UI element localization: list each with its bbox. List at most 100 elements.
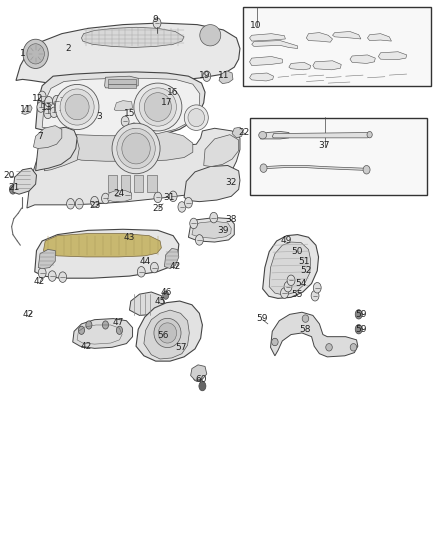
Text: 51: 51 — [298, 257, 310, 265]
Ellipse shape — [193, 369, 201, 381]
Polygon shape — [134, 175, 144, 192]
Ellipse shape — [102, 321, 109, 329]
Polygon shape — [108, 190, 132, 201]
Text: 44: 44 — [139, 257, 150, 265]
Text: 47: 47 — [113, 318, 124, 327]
Text: 52: 52 — [300, 266, 312, 275]
Ellipse shape — [302, 315, 309, 322]
Ellipse shape — [350, 344, 357, 351]
Text: 12: 12 — [32, 94, 43, 103]
Ellipse shape — [355, 325, 362, 334]
Polygon shape — [108, 175, 117, 192]
Polygon shape — [35, 229, 179, 278]
Polygon shape — [252, 41, 297, 49]
Polygon shape — [27, 128, 240, 208]
Ellipse shape — [117, 326, 123, 334]
Polygon shape — [250, 34, 286, 41]
Text: 23: 23 — [89, 201, 100, 210]
Text: 16: 16 — [167, 87, 179, 96]
Polygon shape — [232, 127, 243, 138]
Polygon shape — [192, 221, 231, 238]
Polygon shape — [144, 310, 189, 359]
Text: 38: 38 — [226, 215, 237, 224]
Ellipse shape — [272, 338, 278, 345]
Bar — [108, 79, 136, 84]
Text: 42: 42 — [33, 277, 45, 286]
Ellipse shape — [37, 102, 45, 112]
Text: 3: 3 — [96, 112, 102, 121]
Polygon shape — [147, 175, 156, 192]
Text: 17: 17 — [161, 98, 173, 107]
Polygon shape — [121, 175, 131, 192]
Polygon shape — [271, 312, 358, 357]
Ellipse shape — [367, 132, 372, 138]
Polygon shape — [73, 319, 133, 349]
Ellipse shape — [190, 218, 198, 229]
Bar — [243, 7, 431, 86]
Ellipse shape — [59, 92, 67, 103]
Ellipse shape — [210, 212, 218, 223]
Text: 10: 10 — [251, 21, 262, 30]
Ellipse shape — [154, 192, 162, 203]
Ellipse shape — [130, 123, 138, 134]
Text: 37: 37 — [318, 141, 329, 150]
Ellipse shape — [121, 116, 129, 127]
Polygon shape — [289, 62, 311, 70]
Text: 57: 57 — [175, 343, 186, 352]
Polygon shape — [272, 133, 371, 138]
Polygon shape — [35, 72, 205, 139]
Polygon shape — [38, 249, 55, 269]
Ellipse shape — [102, 193, 110, 204]
Text: 49: 49 — [281, 237, 292, 246]
Ellipse shape — [363, 165, 370, 174]
Ellipse shape — [260, 164, 267, 172]
Text: 20: 20 — [4, 171, 15, 180]
Ellipse shape — [272, 338, 278, 346]
Ellipse shape — [281, 288, 288, 298]
Ellipse shape — [138, 266, 145, 277]
Ellipse shape — [91, 196, 99, 207]
Polygon shape — [263, 165, 367, 172]
Text: 7: 7 — [37, 132, 43, 141]
Text: 42: 42 — [170, 262, 181, 271]
Ellipse shape — [38, 268, 46, 278]
Polygon shape — [261, 132, 290, 139]
Text: 54: 54 — [295, 279, 307, 288]
Polygon shape — [33, 126, 62, 149]
Polygon shape — [136, 301, 202, 361]
Polygon shape — [269, 242, 311, 295]
Ellipse shape — [162, 291, 169, 300]
Bar — [108, 84, 136, 88]
Polygon shape — [378, 52, 407, 60]
Ellipse shape — [48, 271, 56, 281]
Text: 56: 56 — [157, 331, 169, 340]
Polygon shape — [184, 165, 240, 201]
Ellipse shape — [67, 198, 74, 209]
Ellipse shape — [311, 290, 319, 301]
Ellipse shape — [134, 83, 182, 131]
Ellipse shape — [166, 87, 174, 98]
Ellipse shape — [153, 18, 161, 28]
Ellipse shape — [203, 71, 211, 82]
Ellipse shape — [45, 96, 53, 107]
Text: 25: 25 — [152, 204, 163, 213]
Ellipse shape — [154, 318, 181, 348]
Polygon shape — [35, 127, 77, 171]
Ellipse shape — [178, 201, 186, 212]
Ellipse shape — [65, 94, 89, 120]
Text: 11: 11 — [20, 105, 32, 114]
Ellipse shape — [355, 310, 362, 319]
Text: 24: 24 — [114, 189, 125, 198]
Ellipse shape — [188, 109, 205, 127]
Text: 42: 42 — [22, 310, 33, 319]
Ellipse shape — [27, 44, 44, 64]
Bar — [251, 118, 427, 195]
Ellipse shape — [55, 84, 99, 130]
Polygon shape — [13, 168, 36, 194]
Text: 50: 50 — [291, 247, 303, 256]
Text: 59: 59 — [256, 314, 268, 323]
Ellipse shape — [59, 272, 67, 282]
Ellipse shape — [60, 89, 94, 125]
Text: 60: 60 — [195, 375, 206, 384]
Text: 43: 43 — [124, 233, 135, 242]
